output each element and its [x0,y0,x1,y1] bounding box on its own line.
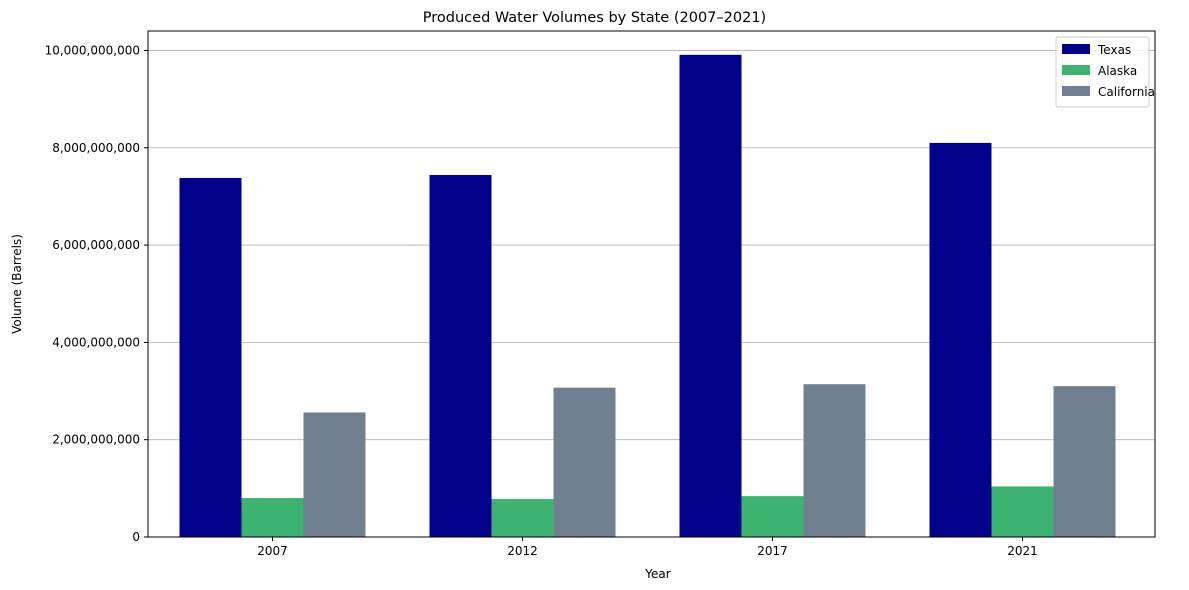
bar-texas-2017 [679,54,742,537]
x-tick-label: 2017 [757,544,788,558]
y-tick-label: 4,000,000,000 [52,335,140,349]
bar-california-2007 [303,412,366,537]
bar-texas-2007 [179,177,242,537]
bar-alaska-2021 [991,486,1054,537]
legend-swatch-texas [1062,44,1090,54]
y-axis-label: Volume (Barrels) [10,234,24,334]
bar-alaska-2012 [491,499,554,537]
chart-title: Produced Water Volumes by State (2007–20… [423,10,766,26]
bar-texas-2021 [929,142,992,537]
bar-alaska-2017 [741,496,804,537]
y-tick-label: 2,000,000,000 [52,433,140,447]
bar-california-2012 [553,387,616,537]
legend-label-texas: Texas [1097,43,1131,57]
bars-layer [179,54,1116,537]
y-tick-label: 6,000,000,000 [52,238,140,252]
y-axis-ticks: 0 2,000,000,000 4,000,000,000 6,000,000,000… [45,43,148,544]
x-tick-label: 2012 [507,544,538,558]
x-axis-ticks: 2007 2012 2017 2021 [257,537,1038,558]
legend-items: Texas Alaska California [1062,43,1155,99]
bar-texas-2012 [429,175,492,537]
x-axis-label: Year [644,567,670,581]
bar-california-2017 [803,384,866,537]
legend-label-california: California [1098,85,1155,99]
plot-frame [147,30,1156,538]
legend-swatch-alaska [1062,65,1090,75]
y-tick-label: 8,000,000,000 [52,141,140,155]
legend-label-alaska: Alaska [1098,64,1137,78]
legend: Texas Alaska California [1055,36,1155,108]
bar-alaska-2007 [241,498,304,537]
y-tick-label: 0 [132,530,140,544]
legend-swatch-california [1062,86,1090,96]
x-tick-label: 2021 [1007,544,1038,558]
bar-california-2021 [1053,386,1116,537]
x-tick-label: 2007 [257,544,288,558]
y-tick-label: 10,000,000,000 [45,43,140,57]
